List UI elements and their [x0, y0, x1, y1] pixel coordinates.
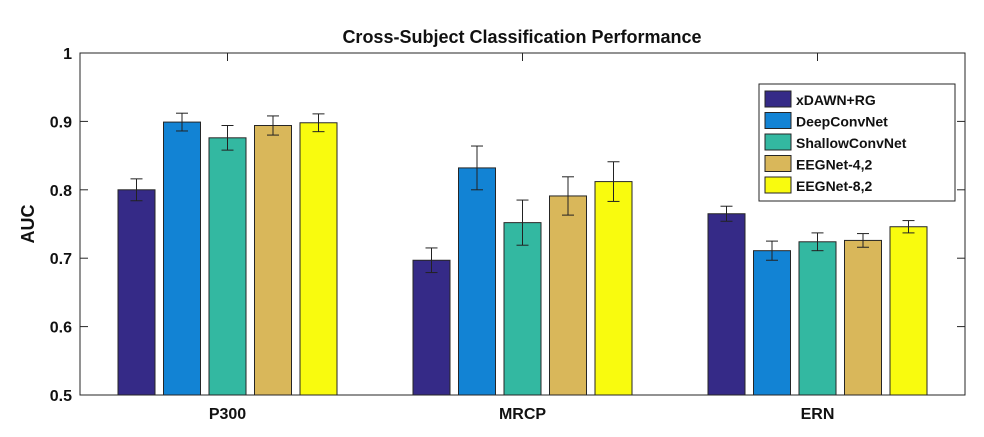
bar — [549, 195, 587, 396]
x-tick-label: MRCP — [499, 406, 546, 423]
bar — [707, 213, 746, 396]
legend-label: DeepConvNet — [796, 114, 888, 130]
bar — [208, 137, 247, 396]
bar — [458, 167, 496, 396]
x-tick-label: P300 — [209, 406, 246, 423]
legend: xDAWN+RG DeepConvNet ShallowConvNet EEGNet-… — [758, 83, 956, 202]
bar — [254, 125, 292, 396]
y-axis: 0.5 0.6 0.7 0.8 0.9 1 — [50, 46, 965, 405]
legend-label: ShallowConvNet — [796, 135, 907, 151]
bar-group-mrcp — [412, 145, 633, 396]
legend-label: EEGNet-4,2 — [796, 157, 872, 173]
bar — [163, 121, 201, 396]
y-tick-label: 0.9 — [50, 114, 72, 131]
bar — [412, 259, 451, 396]
bar-groups — [117, 112, 928, 396]
bar — [753, 250, 791, 396]
y-tick-label: 0.6 — [50, 320, 72, 337]
y-axis-label: AUC — [18, 205, 38, 244]
legend-swatch — [764, 176, 792, 194]
chart-title: Cross-Subject Classification Performance — [342, 27, 701, 47]
bar-group-ern — [707, 205, 928, 396]
legend-swatch — [764, 90, 792, 108]
bar — [299, 122, 338, 396]
legend-swatch — [764, 155, 792, 172]
legend-label: xDAWN+RG — [796, 92, 876, 108]
bar — [503, 222, 542, 396]
bar — [889, 226, 928, 396]
y-tick-label: 0.5 — [50, 388, 72, 405]
bar — [117, 189, 156, 396]
legend-swatch — [764, 133, 792, 151]
legend-box — [758, 83, 956, 202]
x-axis: P300 MRCP ERN — [209, 53, 835, 423]
legend-swatch — [764, 112, 792, 129]
bar-group-p300 — [117, 112, 338, 396]
y-tick-label: 0.8 — [50, 183, 72, 200]
x-tick-label: ERN — [801, 406, 835, 423]
bar — [594, 181, 633, 396]
bar — [798, 241, 837, 396]
bar — [844, 239, 882, 396]
y-tick-label: 1 — [63, 46, 72, 63]
legend-label: EEGNet-8,2 — [796, 178, 872, 194]
y-tick-label: 0.7 — [50, 251, 72, 268]
